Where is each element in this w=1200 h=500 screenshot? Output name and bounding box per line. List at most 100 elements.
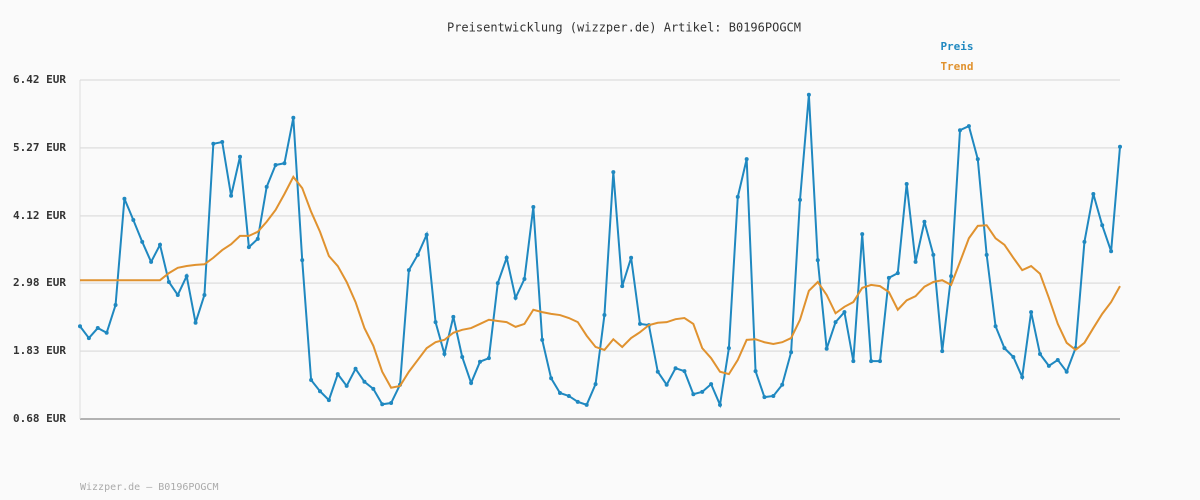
point xyxy=(1082,239,1087,244)
point xyxy=(798,197,802,202)
point xyxy=(886,275,891,280)
point xyxy=(860,232,865,237)
point xyxy=(540,337,545,342)
point xyxy=(335,372,340,377)
point xyxy=(442,352,447,357)
point xyxy=(1055,357,1060,362)
point xyxy=(931,252,936,257)
point xyxy=(460,354,465,359)
point xyxy=(575,399,580,404)
point xyxy=(771,393,776,398)
point xyxy=(611,170,616,175)
point xyxy=(371,386,376,391)
point xyxy=(691,392,696,397)
legend-label: Trend xyxy=(940,60,973,73)
point xyxy=(451,314,456,319)
point xyxy=(806,92,811,97)
point xyxy=(326,398,331,403)
line-0 xyxy=(79,94,1121,409)
point xyxy=(406,268,411,273)
point xyxy=(220,140,225,145)
point xyxy=(344,383,349,388)
footer: Wizzper.de – B0196POGCM xyxy=(80,482,218,493)
point xyxy=(513,295,518,300)
point xyxy=(246,245,251,250)
point xyxy=(584,402,589,407)
point xyxy=(149,259,154,264)
point xyxy=(1002,346,1007,351)
y-tick-label: 2.98 EUR xyxy=(13,276,66,289)
point xyxy=(1029,310,1034,315)
y-tick-label: 5.27 EUR xyxy=(13,141,66,154)
point xyxy=(469,380,474,385)
point xyxy=(895,271,900,276)
point xyxy=(851,359,856,364)
point xyxy=(309,378,314,383)
point xyxy=(842,310,847,315)
point xyxy=(389,401,394,406)
point xyxy=(709,382,714,387)
point xyxy=(824,346,829,351)
point xyxy=(522,277,527,282)
point xyxy=(202,292,207,297)
point xyxy=(486,356,491,361)
point xyxy=(353,366,358,371)
point xyxy=(95,326,100,331)
point xyxy=(753,369,758,374)
point xyxy=(833,320,838,325)
point xyxy=(638,321,642,326)
point xyxy=(922,219,927,224)
point xyxy=(958,128,962,133)
point xyxy=(1091,191,1096,196)
point xyxy=(975,157,980,162)
point xyxy=(629,255,634,260)
point xyxy=(255,236,260,241)
point xyxy=(620,284,625,289)
point xyxy=(869,359,874,364)
y-tick-label: 4.12 EUR xyxy=(13,209,66,222)
point xyxy=(726,346,731,351)
point xyxy=(424,232,429,237)
point xyxy=(655,369,660,374)
y-tick-label: 6.42 EUR xyxy=(13,73,66,86)
point xyxy=(1100,223,1105,228)
point xyxy=(1064,369,1069,374)
point xyxy=(904,181,909,186)
point xyxy=(229,193,234,198)
point xyxy=(1038,352,1042,357)
point xyxy=(193,320,198,325)
point xyxy=(184,274,189,279)
point xyxy=(780,382,785,387)
point xyxy=(949,274,954,279)
point xyxy=(549,376,554,381)
point xyxy=(211,141,216,146)
point xyxy=(504,255,509,260)
point xyxy=(158,242,162,247)
point xyxy=(478,359,482,364)
point xyxy=(495,281,500,286)
point xyxy=(175,292,180,297)
point xyxy=(122,196,127,201)
line-1 xyxy=(80,175,1121,389)
point xyxy=(86,336,91,341)
chart-title: Preisentwicklung (wizzper.de) Artikel: B… xyxy=(447,21,801,35)
point xyxy=(433,320,438,325)
point xyxy=(735,194,740,199)
point xyxy=(291,115,296,120)
point xyxy=(282,161,287,166)
point xyxy=(1011,354,1016,359)
point xyxy=(966,124,971,129)
point xyxy=(815,258,820,263)
point xyxy=(878,359,882,364)
point xyxy=(104,330,109,335)
point xyxy=(531,204,536,209)
point xyxy=(273,163,278,168)
point xyxy=(1046,363,1051,368)
point xyxy=(682,369,687,374)
point xyxy=(718,402,722,407)
point xyxy=(318,389,322,394)
point xyxy=(131,217,136,222)
